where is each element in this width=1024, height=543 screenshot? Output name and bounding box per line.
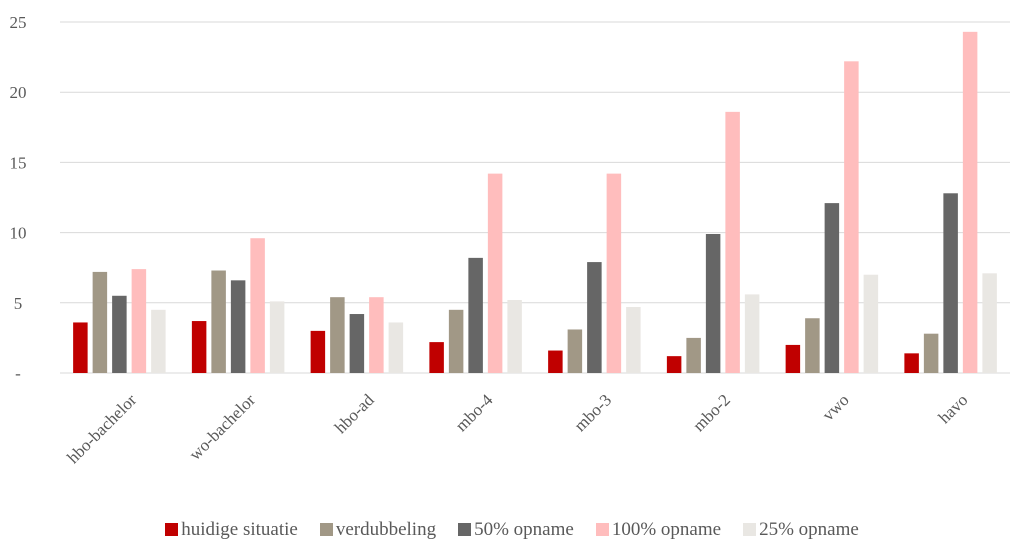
bar-verdubbeling-mbo-2 [686, 337, 701, 373]
bar-huidige-situatie-vwo [785, 344, 801, 373]
bar-50-opname-wo-bachelor [230, 280, 246, 373]
legend: huidige situatie verdubbeling 50% opname 10… [0, 516, 1024, 543]
legend-item: 100% opname [595, 518, 722, 541]
bar-50-opname-vwo [824, 203, 840, 373]
y-tick-label: 20 [10, 83, 27, 102]
legend-item: 50% opname [458, 519, 574, 541]
y-tick-label: 25 [10, 13, 27, 32]
bar-25-opname-mbo-4 [507, 299, 522, 373]
bar-huidige-situatie-mbo-3 [548, 350, 563, 373]
legend-item: verdubbeling [319, 518, 437, 541]
bar-huidige-situatie-hbo-ad [310, 330, 326, 373]
bar-100-opname-mbo-4 [487, 173, 503, 373]
bar-huidige-situatie-havo [904, 353, 919, 373]
x-category-label: havo [935, 390, 972, 427]
bar-huidige-situatie-wo-bachelor [191, 321, 207, 373]
legend-swatch [165, 523, 179, 536]
x-category-label: mbo-4 [452, 390, 497, 435]
bar-huidige-situatie-mbo-2 [666, 356, 682, 373]
bar-huidige-situatie-mbo-4 [429, 342, 444, 373]
bar-50-opname-mbo-4 [468, 257, 483, 373]
bar-50-opname-mbo-2 [705, 234, 721, 373]
bar-50-opname-hbo-ad [349, 314, 365, 373]
legend-item: 25% opname [743, 519, 859, 541]
bar-50-opname-havo [943, 193, 958, 373]
bar-25-opname-hbo-bachelor [151, 309, 166, 373]
y-tick-label: 15 [10, 153, 27, 172]
legend-label: 25% opname [759, 518, 859, 540]
legend-label: verdubbeling [335, 518, 437, 540]
bar-100-opname-mbo-3 [606, 173, 622, 373]
x-category-label: mbo-3 [570, 390, 615, 435]
bar-100-opname-hbo-bachelor [131, 269, 147, 373]
legend-item: huidige situatie [165, 519, 298, 541]
bar-25-opname-hbo-ad [388, 322, 404, 373]
bar-100-opname-vwo [844, 61, 859, 373]
bar-verdubbeling-mbo-4 [448, 309, 464, 373]
bar-25-opname-wo-bachelor [269, 301, 285, 373]
x-axis-category-labels: hbo-bachelor wo-bachelor hbo-ad mbo-4 mbo-3 m… [63, 390, 971, 467]
bar-chart: - 5 10 15 20 25 hbo-bachelor wo-bachelor hbo-ad… [10, 13, 1010, 467]
y-tick-label: 5 [14, 294, 23, 313]
bar-25-opname-mbo-2 [744, 294, 760, 373]
bar-25-opname-mbo-3 [626, 307, 641, 373]
bar-verdubbeling-vwo [805, 318, 820, 373]
x-category-label: hbo-ad [331, 390, 378, 437]
x-category-label: mbo-2 [689, 390, 734, 435]
x-category-label: vwo [819, 390, 853, 424]
x-category-label: wo-bachelor [185, 390, 259, 464]
bar-50-opname-mbo-3 [587, 262, 602, 373]
bar-verdubbeling-havo [923, 333, 939, 373]
bar-50-opname-hbo-bachelor [112, 295, 127, 373]
y-axis-tick-labels: - 5 10 15 20 25 [10, 13, 27, 383]
bar-verdubbeling-mbo-3 [567, 329, 583, 373]
bar-100-opname-hbo-ad [369, 297, 384, 373]
legend-swatch [319, 523, 333, 536]
bar-100-opname-wo-bachelor [250, 238, 265, 373]
legend-label: huidige situatie [181, 518, 298, 540]
legend-swatch [743, 523, 757, 536]
legend-swatch [595, 523, 609, 536]
bar-huidige-situatie-hbo-bachelor [73, 322, 88, 373]
y-tick-label: - [15, 364, 21, 383]
legend-label: 50% opname [474, 518, 574, 540]
legend-swatch [458, 523, 472, 536]
x-category-label: hbo-bachelor [63, 390, 140, 467]
bar-25-opname-vwo [863, 274, 879, 373]
bar-25-opname-havo [982, 273, 997, 373]
bar-100-opname-mbo-2 [725, 111, 740, 373]
bar-verdubbeling-hbo-bachelor [92, 271, 108, 373]
bar-100-opname-havo [962, 31, 978, 373]
bar-verdubbeling-wo-bachelor [211, 270, 226, 373]
legend-label: 100% opname [611, 518, 722, 540]
bars [73, 31, 997, 373]
y-tick-label: 10 [10, 224, 27, 243]
bar-verdubbeling-hbo-ad [330, 297, 345, 373]
